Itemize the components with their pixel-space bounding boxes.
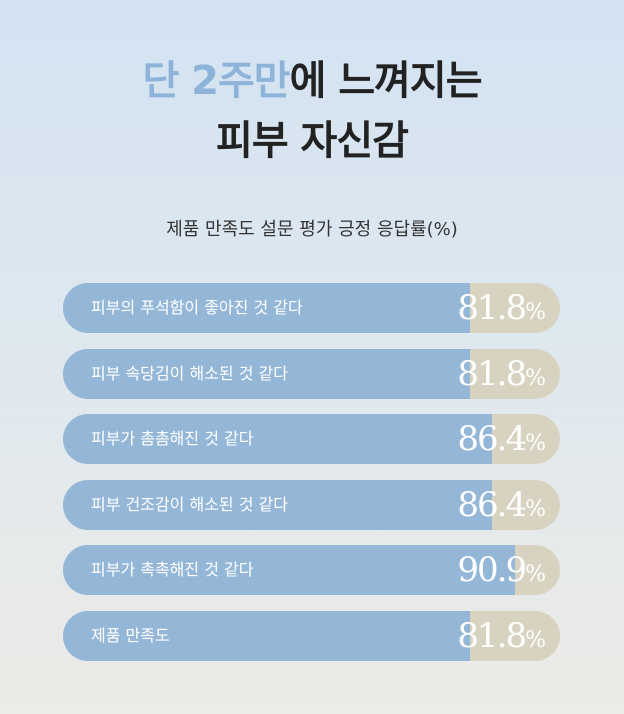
- bar-fill: [63, 348, 470, 399]
- bar-value-number: 81.8: [457, 288, 527, 328]
- bar-row: 제품 만족도 81.8%: [63, 610, 560, 661]
- bar-fill: [63, 610, 470, 661]
- bar-label: 피부의 푸석함이 좋아진 것 같다: [91, 298, 303, 317]
- bar-fill: [63, 545, 515, 595]
- bar-value-label: 86.4%: [457, 414, 546, 464]
- bar-fill: [63, 414, 493, 464]
- bar-row: 피부 속당김이 해소된 것 같다 81.8%: [63, 348, 560, 399]
- bar-value-unit: %: [525, 562, 546, 587]
- bar-value-label: 81.8%: [457, 349, 546, 399]
- bar-row: 피부 건조감이 해소된 것 같다 86.4%: [63, 479, 560, 530]
- bar-value-label: 90.9%: [457, 545, 546, 595]
- bar-value-number: 86.4: [457, 419, 527, 459]
- bar-fill: [63, 479, 493, 530]
- bar-value-label: 86.4%: [457, 480, 546, 530]
- chart-title: 제품 만족도 설문 평가 긍정 응답률(%): [166, 219, 458, 240]
- bar-row: 피부가 촉촉해진 것 같다 90.9%: [63, 545, 560, 595]
- bar-value-number: 90.9: [457, 550, 527, 590]
- bar-row: 피부의 푸석함이 좋아진 것 같다 81.8%: [63, 283, 560, 333]
- bar-value-unit: %: [525, 627, 546, 653]
- bar-label: 피부가 촉촉해진 것 같다: [91, 560, 254, 579]
- headline-line-1: 단 2주만에 느껴지는: [0, 48, 624, 106]
- bar-label: 제품 만족도: [91, 625, 170, 645]
- bar-value-number: 81.8: [457, 353, 527, 394]
- bar-label: 피부 속당김이 해소된 것 같다: [91, 363, 288, 383]
- bar-value-unit: %: [525, 365, 546, 391]
- headline-highlight: 단 2주만: [142, 58, 290, 104]
- bar-value-unit: %: [525, 431, 546, 456]
- bar-value-label: 81.8%: [457, 283, 546, 333]
- headline-line-2: 피부 자신감: [216, 118, 409, 164]
- bar-value-number: 86.4: [457, 484, 527, 525]
- bar-value-unit: %: [525, 300, 546, 325]
- bar-label: 피부가 촘촘해진 것 같다: [91, 429, 254, 448]
- bar-fill: [63, 283, 470, 333]
- bar-value-unit: %: [525, 496, 546, 522]
- bar-label: 피부 건조감이 해소된 것 같다: [91, 494, 288, 514]
- bar-value-number: 81.8: [457, 615, 527, 656]
- headline-rest: 에 느껴지는: [289, 58, 483, 104]
- bar-row: 피부가 촘촘해진 것 같다 86.4%: [63, 414, 560, 464]
- bar-value-label: 81.8%: [457, 611, 546, 661]
